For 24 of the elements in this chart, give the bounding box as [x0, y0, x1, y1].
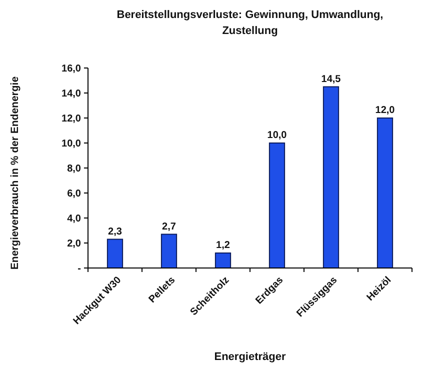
y-tick-label: 16,0 — [62, 64, 82, 74]
y-axis-title: Energieverbrauch in % der Endenergie — [9, 76, 21, 270]
bar — [214, 252, 232, 268]
y-tick-label: 4,0 — [67, 214, 82, 224]
bar — [160, 234, 178, 268]
y-tick-label: 10,0 — [62, 138, 82, 150]
y-tick-label: - — [78, 264, 81, 274]
x-axis-title: Energieträger — [214, 351, 286, 363]
data-label: 2,7 — [162, 221, 176, 232]
y-tick-label: 14,0 — [62, 88, 82, 100]
data-label: 2,3 — [108, 226, 122, 238]
data-label: 12,0 — [375, 105, 396, 116]
data-label: 1,2 — [216, 240, 230, 251]
data-label: 14,5 — [321, 74, 342, 85]
y-tick-label: 6,0 — [67, 188, 82, 200]
bar — [106, 238, 124, 268]
y-tick-label: 12,0 — [62, 114, 82, 124]
y-tick-label: 2,0 — [67, 238, 82, 250]
bar — [268, 142, 286, 268]
y-tick-label: 8,0 — [67, 164, 82, 174]
bar — [322, 86, 340, 268]
bar — [376, 118, 394, 268]
chart-title: Bereitstellungsverluste: Gewinnung, Umwandlung, Zustellung — [116, 9, 384, 37]
data-label: 10,0 — [267, 130, 288, 141]
